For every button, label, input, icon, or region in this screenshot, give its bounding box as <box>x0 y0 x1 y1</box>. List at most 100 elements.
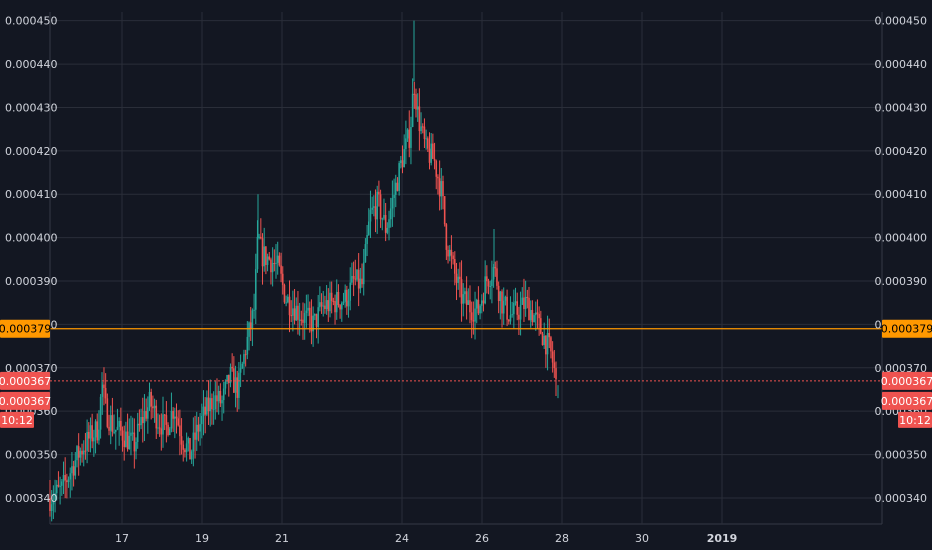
candle-body <box>465 291 468 305</box>
candle-body <box>529 309 532 321</box>
candle-body <box>234 377 237 393</box>
candle-body <box>125 431 127 447</box>
candle-body <box>155 405 158 429</box>
x-tick-label: 30 <box>635 532 649 545</box>
last-price-label-left: 0.000367 <box>0 371 51 390</box>
candle-body <box>359 278 362 289</box>
candle-body <box>74 460 77 476</box>
candle-body <box>276 255 279 263</box>
candle-body <box>540 318 542 334</box>
candle-body <box>72 466 75 476</box>
candle-body <box>378 191 380 195</box>
candle-body <box>346 289 348 307</box>
candle-body <box>239 368 242 373</box>
candle-body <box>224 381 227 389</box>
countdown-label-right-bg <box>898 411 932 428</box>
candle-body <box>322 305 325 307</box>
candle-body <box>71 466 73 474</box>
candle-body <box>324 305 326 310</box>
candle-body <box>528 297 530 321</box>
candle-body <box>59 485 61 487</box>
candle-body <box>50 504 53 511</box>
candle-body <box>462 294 465 304</box>
candle-body <box>334 301 336 313</box>
candle-body <box>104 387 107 399</box>
last-price-label-right-text: 0.000367 <box>881 375 932 388</box>
candle-body <box>184 449 186 453</box>
candle-body <box>217 390 220 402</box>
candle-body <box>49 497 51 511</box>
candle-body <box>292 308 294 316</box>
candle-body <box>152 406 154 409</box>
candle-body <box>303 313 306 323</box>
candle-body <box>357 269 360 289</box>
candle-body <box>362 262 365 285</box>
candle-body <box>514 301 517 303</box>
candle-body <box>121 430 124 441</box>
candle-body <box>170 411 173 429</box>
candle-body <box>374 206 377 220</box>
candle-body <box>185 443 188 453</box>
candle-body <box>325 300 328 310</box>
y-tick-label-left: 0.000370 <box>5 362 58 375</box>
candle-body <box>106 398 109 427</box>
candle-body <box>91 425 93 442</box>
candle-body <box>76 446 78 461</box>
candle-body <box>253 309 255 311</box>
candle-body <box>337 291 340 306</box>
candle-body <box>480 300 483 306</box>
candle-body <box>438 178 441 197</box>
x-tick-label: 17 <box>115 532 129 545</box>
candle-body <box>455 273 458 283</box>
level-label-left: 0.000379 <box>0 319 51 338</box>
candle-body <box>332 300 335 302</box>
candle-body <box>199 424 201 432</box>
last-price-label-right-2: 0.000367 <box>881 391 932 410</box>
candle-body <box>553 362 556 369</box>
last-price-label-right-2-text: 0.000367 <box>881 395 932 408</box>
candle-body <box>140 416 142 426</box>
candle-body <box>141 416 144 424</box>
candle-body <box>103 384 105 388</box>
candle-body <box>442 181 444 197</box>
candle-body <box>536 312 539 314</box>
candle-body <box>288 296 291 316</box>
candle-body <box>555 368 557 380</box>
candle-body <box>497 285 500 302</box>
candle-body <box>254 269 257 310</box>
candle-body <box>136 423 139 442</box>
candle-body <box>423 126 426 139</box>
candle-body <box>99 396 102 430</box>
candle-body <box>236 377 239 398</box>
candle-body <box>180 436 183 445</box>
candle-body <box>233 368 235 393</box>
candle-body <box>504 296 507 301</box>
candle-body <box>57 484 60 487</box>
candle-body <box>118 420 120 427</box>
candle-body <box>145 411 147 419</box>
y-tick-label-right: 0.000340 <box>875 492 928 505</box>
candle-body <box>82 450 85 455</box>
last-price-label-right: 0.000367 <box>881 371 932 390</box>
candle-body <box>499 291 502 302</box>
candle-body <box>546 332 549 355</box>
candle-body <box>469 300 471 313</box>
x-tick-label: 2019 <box>707 532 738 545</box>
candle-body <box>308 307 311 316</box>
candle-body <box>506 296 508 320</box>
candle-body <box>201 415 203 425</box>
candle-body <box>354 278 357 280</box>
y-tick-label-left: 0.000340 <box>5 492 58 505</box>
candle-body <box>548 332 551 338</box>
y-tick-label-left: 0.000450 <box>5 15 58 28</box>
candle-body <box>55 484 58 494</box>
y-tick-label-right: 0.000450 <box>875 15 928 28</box>
candle-body <box>421 126 424 128</box>
candle-body <box>263 246 266 267</box>
candle-body <box>507 319 510 322</box>
candle-body <box>246 336 249 355</box>
candle-body <box>420 126 422 132</box>
candle-body <box>231 366 233 369</box>
candle-body <box>467 300 470 305</box>
candle-body <box>388 219 390 228</box>
